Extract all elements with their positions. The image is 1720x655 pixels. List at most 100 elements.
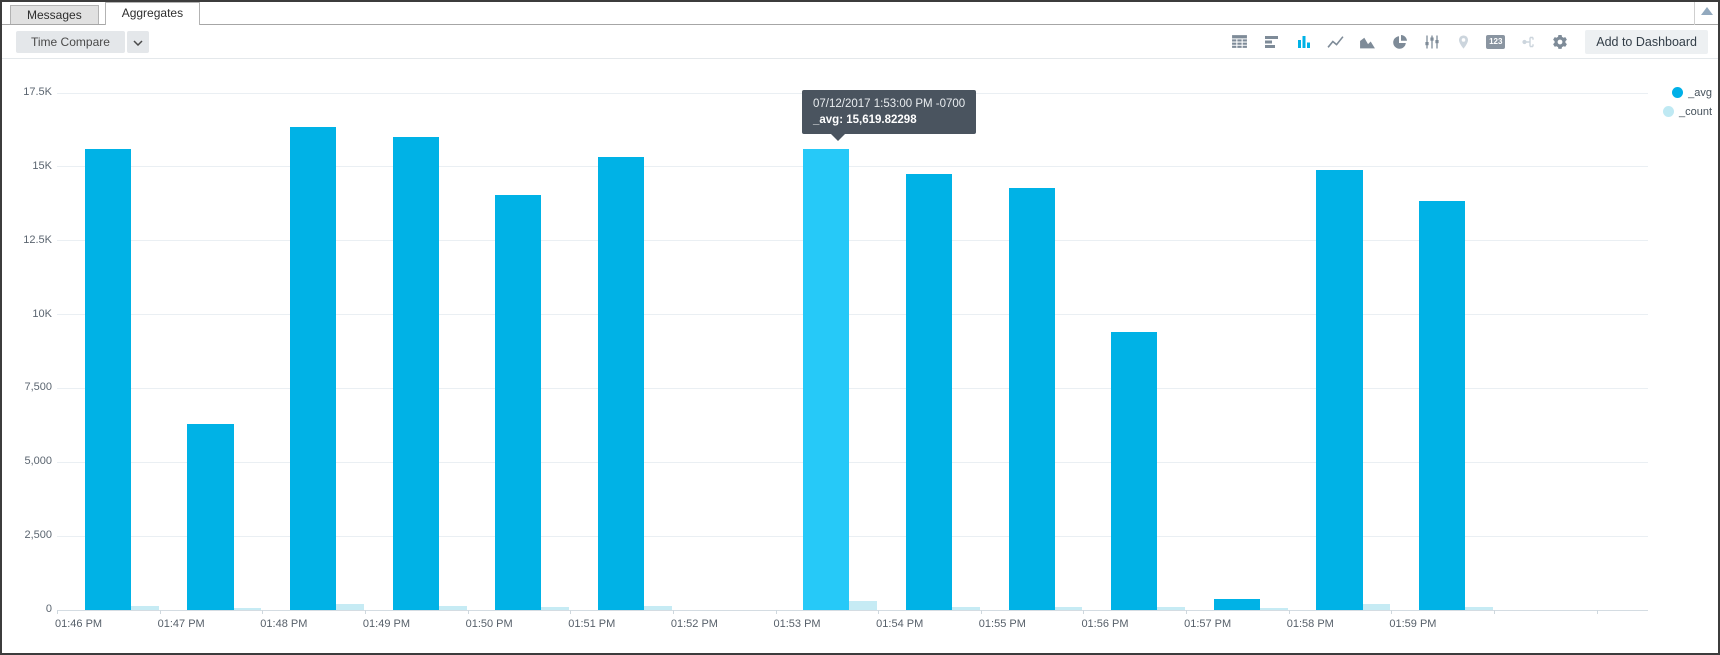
- legend-dot-count: [1662, 106, 1674, 117]
- bar-avg-0159pm[interactable]: [1419, 200, 1466, 610]
- plot-area: 01:46 PM 01:47 PM 01:48 PM 01:49 PM 01:50 PM…: [55, 92, 1648, 630]
- bar-avg-0149pm[interactable]: [392, 137, 439, 610]
- box-plot-icon[interactable]: [1422, 33, 1441, 51]
- y-tick-label: 17.5K: [23, 86, 52, 98]
- x-tick-label: 01:49 PM: [362, 618, 411, 630]
- bar-count-0156pm[interactable]: [1157, 607, 1186, 610]
- bar-avg-0154pm[interactable]: [905, 174, 953, 610]
- legend-label: _count: [1678, 105, 1712, 118]
- bar-avg-0155pm[interactable]: [1008, 187, 1055, 610]
- x-axis-line: [57, 609, 1648, 611]
- bar-count-0150pm[interactable]: [541, 607, 570, 610]
- x-tick-label: 01:56 PM: [1081, 618, 1129, 630]
- legend-dot-avg: [1672, 87, 1684, 98]
- chart-legend: _avg _count: [1662, 83, 1712, 121]
- gridline: [57, 166, 1648, 168]
- x-tick-label: 01:46 PM: [55, 618, 103, 630]
- x-tick-label: 01:48 PM: [260, 618, 308, 630]
- bar-avg-0157pm[interactable]: [1213, 599, 1260, 610]
- bar-avg-0158pm[interactable]: [1316, 169, 1363, 610]
- scrollbar-divider: [1694, 2, 1695, 25]
- bar-count-0151pm[interactable]: [644, 606, 672, 610]
- x-axis-tick: [159, 610, 161, 614]
- tab-bar: Messages Aggregates: [2, 2, 1718, 25]
- chevron-down-icon: [133, 33, 143, 51]
- gridline: [57, 240, 1648, 242]
- single-value-icon[interactable]: 123: [1486, 33, 1506, 51]
- bar-avg-0151pm[interactable]: [597, 156, 645, 610]
- bar-count-0158pm[interactable]: [1362, 604, 1391, 610]
- x-axis-tick: [1494, 610, 1496, 614]
- legend-item-avg[interactable]: _avg: [1663, 83, 1712, 102]
- gridline: [57, 314, 1648, 316]
- bar-count-0148pm[interactable]: [336, 604, 364, 610]
- tab-aggregates[interactable]: Aggregates: [104, 2, 201, 25]
- x-axis-tick: [775, 610, 777, 614]
- pie-chart-icon[interactable]: [1390, 33, 1409, 51]
- x-axis-tick: [1083, 610, 1085, 614]
- x-axis-tick: [1391, 610, 1393, 614]
- gridline: [57, 461, 1648, 463]
- x-axis-tick: [57, 610, 58, 614]
- bar-count-0149pm[interactable]: [438, 606, 467, 610]
- tooltip-value: _avg: 15,619.82298: [813, 114, 917, 126]
- bar-count-0155pm[interactable]: [1054, 606, 1083, 610]
- x-tick-label: 01:55 PM: [978, 618, 1026, 630]
- x-axis-tick: [262, 610, 264, 614]
- x-axis-tick: [1186, 610, 1188, 614]
- gear-icon[interactable]: [1550, 33, 1569, 51]
- scroll-up-arrow-icon[interactable]: [1701, 7, 1713, 15]
- x-tick-label: 01:50 PM: [465, 618, 513, 630]
- x-tick-label: 01:54 PM: [876, 618, 924, 630]
- x-tick-label: 01:47 PM: [157, 618, 205, 630]
- tab-messages[interactable]: Messages: [10, 5, 99, 25]
- x-tick-label: 01:57 PM: [1184, 618, 1232, 630]
- x-axis-tick: [467, 610, 469, 614]
- x-tick-label: 01:59 PM: [1389, 618, 1437, 630]
- bar-count-0154pm[interactable]: [952, 607, 980, 610]
- map-pin-icon: [1454, 33, 1473, 51]
- y-tick-label: 2,500: [24, 529, 52, 542]
- y-axis-labels: 0 2,500 5,000 7,500 10K 12.5K 15K 17.5K: [2, 86, 52, 615]
- tooltip-datetime: 07/12/2017 1:53:00 PM -0700: [813, 98, 966, 110]
- x-tick-label: 01:51 PM: [568, 618, 616, 630]
- x-axis-tick: [1288, 610, 1290, 614]
- y-tick-label: 10K: [32, 307, 52, 320]
- x-axis-tick: [570, 610, 572, 614]
- x-axis-tick: [364, 610, 366, 614]
- bar-avg-0153pm[interactable]: [803, 148, 850, 610]
- bar-vertical-icon[interactable]: [1294, 33, 1313, 51]
- bar-count-0146pm[interactable]: [130, 606, 159, 610]
- bar-count-0159pm[interactable]: [1465, 606, 1494, 610]
- x-tick-label: 01:52 PM: [670, 618, 718, 630]
- bar-avg-0150pm[interactable]: [495, 194, 542, 610]
- gridline: [57, 387, 1648, 389]
- time-compare-button[interactable]: Time Compare: [16, 30, 125, 53]
- add-to-dashboard-button[interactable]: Add to Dashboard: [1585, 29, 1708, 54]
- bar-count-0153pm[interactable]: [849, 601, 878, 610]
- legend-item-count[interactable]: _count: [1662, 102, 1712, 121]
- flow-diagram-icon: [1518, 33, 1537, 51]
- bar-horizontal-icon[interactable]: [1262, 33, 1281, 51]
- x-tick-label: 01:58 PM: [1286, 618, 1334, 630]
- x-axis-tick: [878, 610, 880, 614]
- y-tick-label: 0: [45, 603, 52, 615]
- x-axis-tick: [672, 610, 674, 614]
- bar-avg-0146pm[interactable]: [84, 149, 131, 610]
- time-compare-split-button: Time Compare: [16, 30, 149, 53]
- line-chart-icon[interactable]: [1326, 33, 1345, 51]
- chart-tooltip: 07/12/2017 1:53:00 PM -0700 _avg: 15,619…: [802, 90, 977, 141]
- area-chart-icon[interactable]: [1358, 33, 1377, 51]
- x-axis-tick: [1596, 610, 1598, 614]
- bar-avg-0148pm[interactable]: [290, 126, 337, 610]
- aggregate-chart: 0 2,500 5,000 7,500 10K 12.5K 15K 17.5K 01:46 P…: [2, 59, 1718, 653]
- bar-avg-0156pm[interactable]: [1111, 332, 1158, 610]
- bar-count-0157pm[interactable]: [1260, 607, 1288, 610]
- bar-count-0147pm[interactable]: [233, 607, 262, 610]
- bar-avg-0147pm[interactable]: [187, 423, 234, 610]
- time-compare-dropdown-button[interactable]: [126, 30, 149, 53]
- legend-label: _avg: [1688, 86, 1712, 99]
- chart-toolbar: Time Compare 123 Add to Dashboard: [2, 25, 1718, 59]
- table-icon[interactable]: [1230, 33, 1249, 51]
